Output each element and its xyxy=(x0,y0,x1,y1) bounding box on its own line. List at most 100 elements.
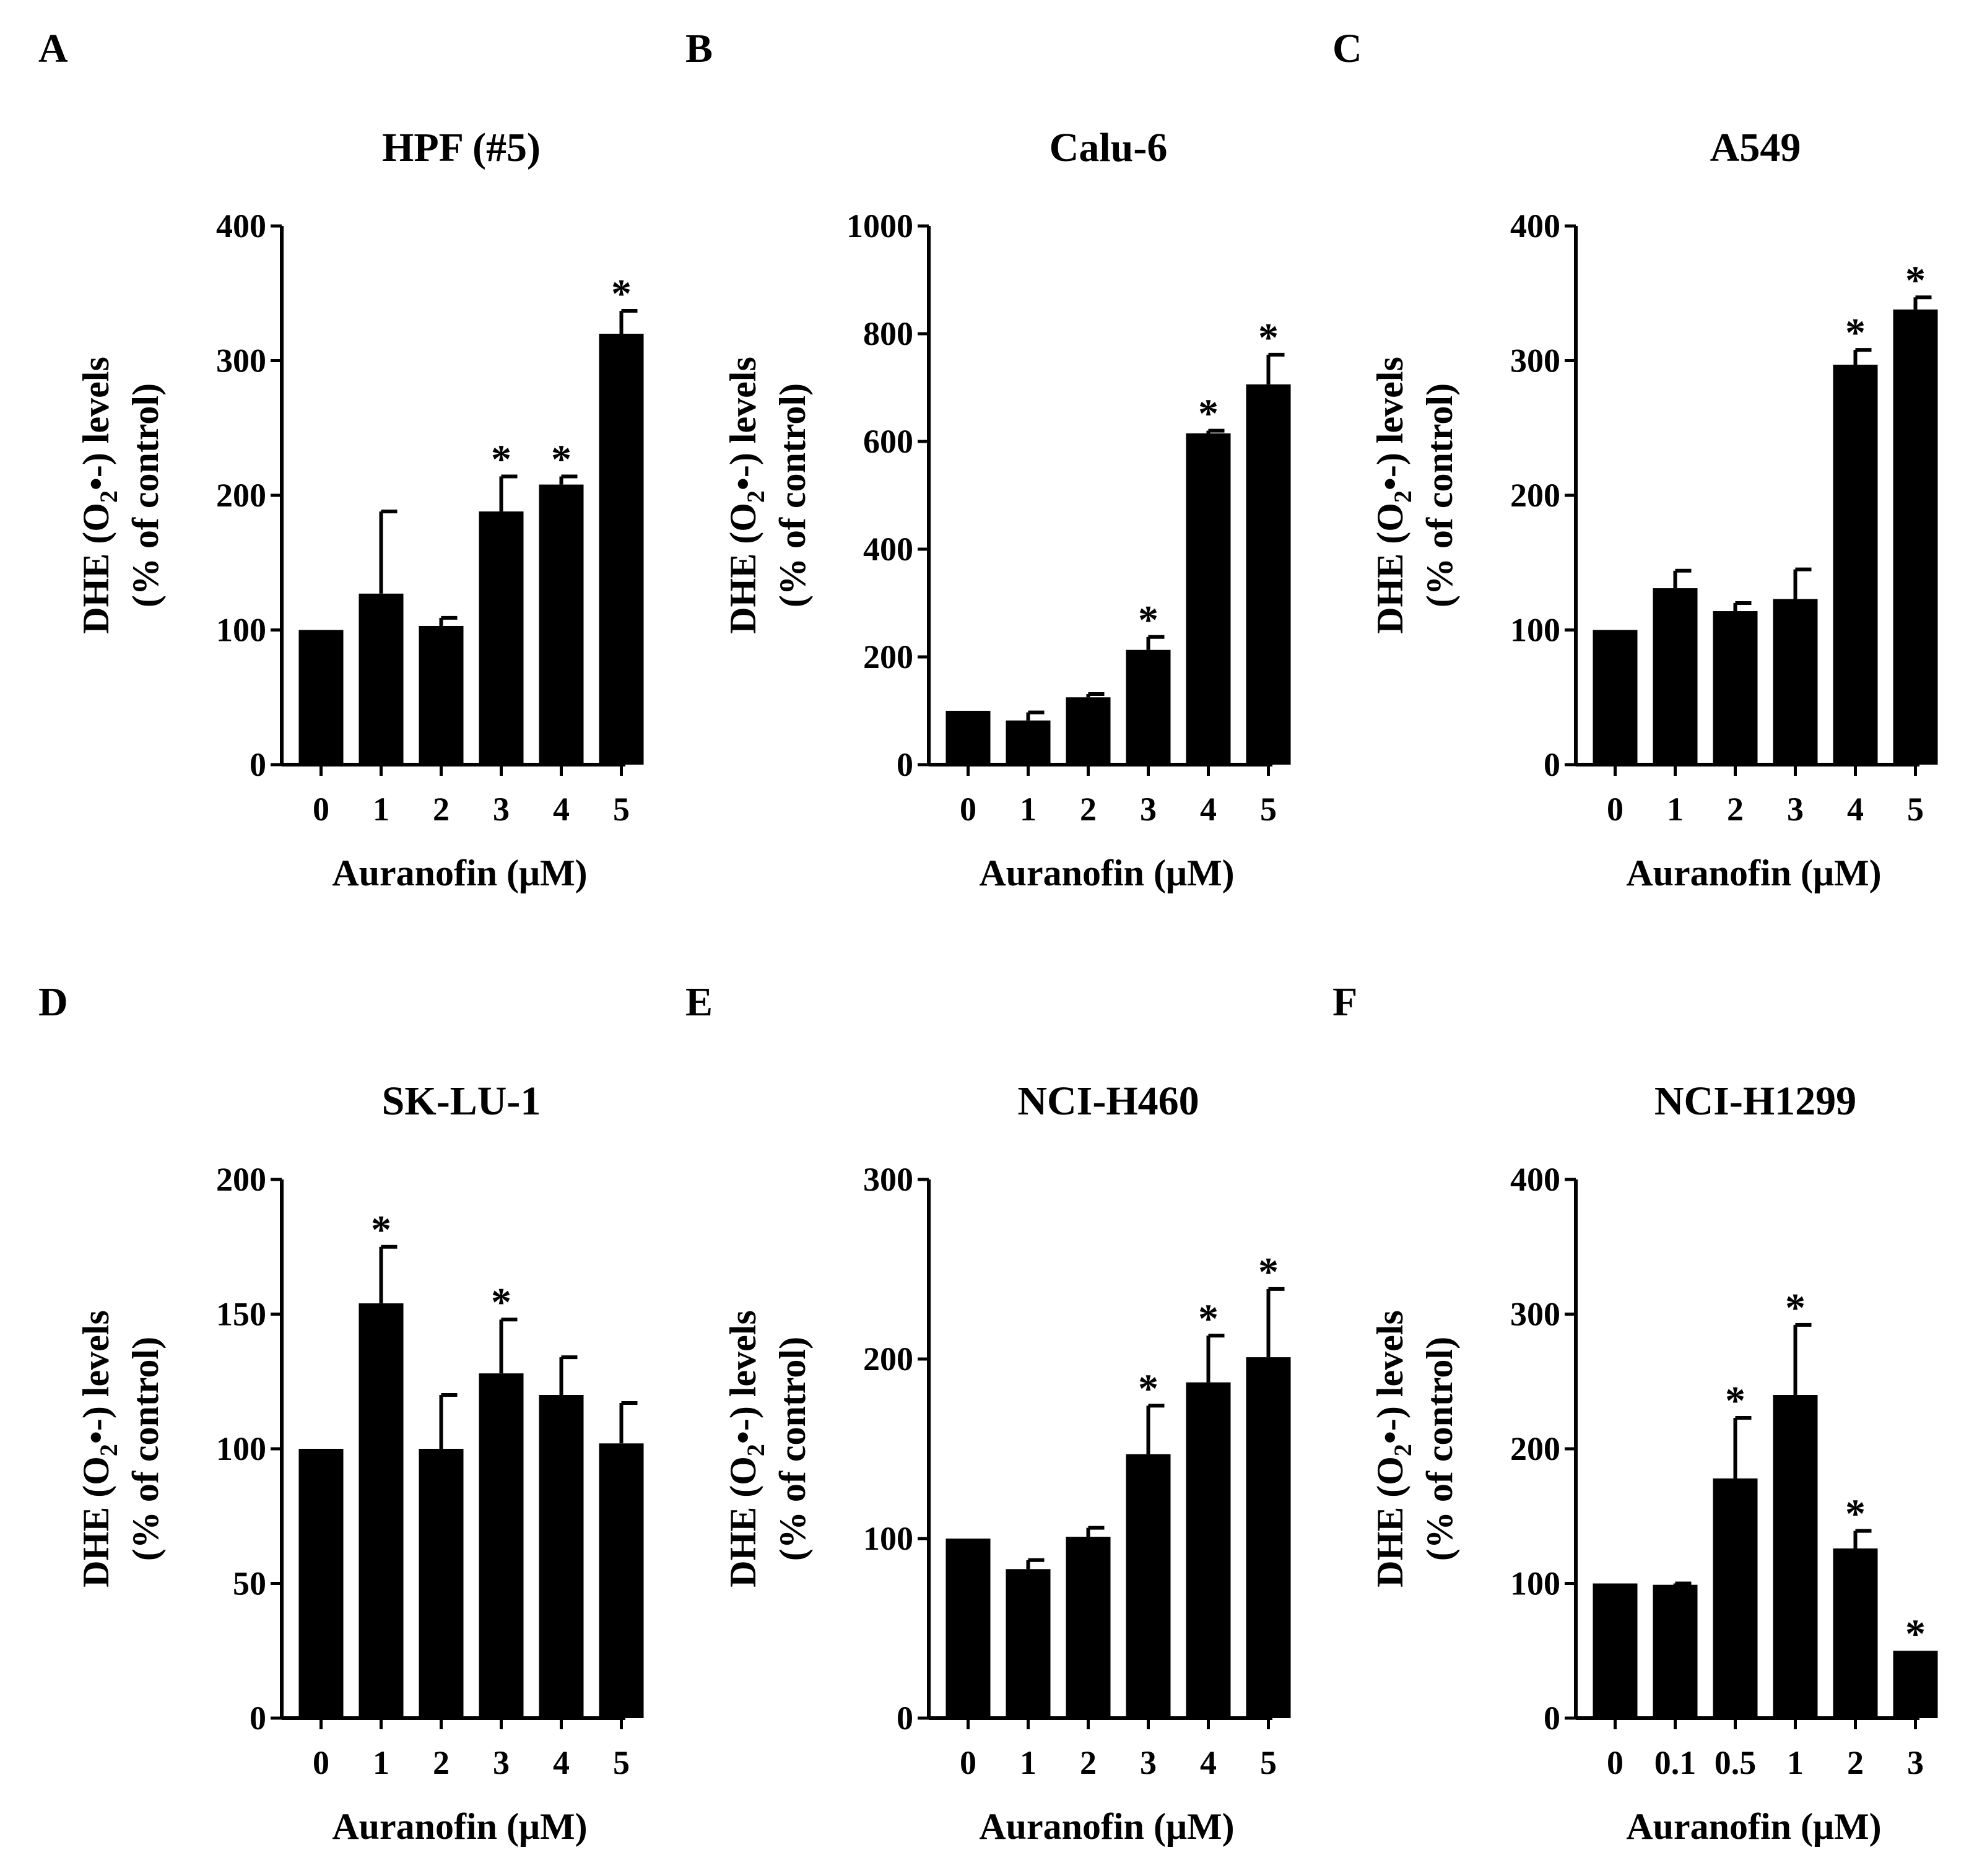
x-tick-label: 0 xyxy=(313,1744,329,1781)
significance-marker: * xyxy=(551,437,572,482)
x-tick-label: 5 xyxy=(613,791,630,828)
y-axis-label-line1: DHE (O2•-) levels xyxy=(723,357,770,634)
y-tick-label: 100 xyxy=(863,1520,913,1557)
y-axis-label-2: (% of control) xyxy=(125,383,166,607)
y-axis-label-line2: (% of control) xyxy=(1419,1337,1460,1561)
chart-title: NCI-H1299 xyxy=(1654,1079,1856,1124)
y-axis-label: DHE (O2•-) levels xyxy=(723,1310,770,1587)
y-tick-label: 300 xyxy=(1510,1296,1560,1333)
bar xyxy=(1833,365,1878,765)
y-axis-label-line1: DHE (O2•-) levels xyxy=(1370,357,1417,634)
panel-label: D xyxy=(38,979,68,1025)
y-tick-label: 100 xyxy=(1510,612,1560,649)
x-axis-label: Auranofin (μM) xyxy=(979,853,1234,893)
y-tick-label: 100 xyxy=(216,1430,266,1467)
x-tick-label: 1 xyxy=(1667,791,1684,828)
y-axis-label: DHE (O2•-) levels xyxy=(723,357,770,634)
chart-panel-e: E NCI-H460 0 100 200 300 0 1 2 * 3 * 4 * 5 Auranofin (μ… xyxy=(685,979,1291,1847)
y-axis-label-line2: (% of control) xyxy=(772,383,813,607)
y-tick-label: 100 xyxy=(216,612,266,649)
x-axis-label: Auranofin (μM) xyxy=(332,1806,587,1847)
y-tick-label: 800 xyxy=(863,315,913,352)
bar xyxy=(599,334,644,765)
chart-title: SK-LU-1 xyxy=(382,1079,541,1124)
bar xyxy=(1773,1395,1818,1718)
bar xyxy=(539,484,584,765)
y-axis-label: DHE (O2•-) levels xyxy=(1370,357,1417,634)
bar xyxy=(945,1539,991,1718)
significance-marker: * xyxy=(1905,1611,1926,1656)
bar xyxy=(1653,1584,1698,1718)
y-tick-label: 400 xyxy=(863,531,913,568)
y-tick-label: 200 xyxy=(1510,477,1560,514)
x-tick-label: 0 xyxy=(960,1744,976,1781)
x-tick-label: 4 xyxy=(1200,1744,1217,1781)
x-tick-label: 0.1 xyxy=(1654,1744,1697,1781)
y-axis-label-line1: DHE (O2•-) levels xyxy=(723,1310,770,1587)
bar xyxy=(479,511,524,765)
x-tick-label: 5 xyxy=(613,1744,630,1781)
bar xyxy=(1246,1357,1291,1718)
x-axis-label: Auranofin (μM) xyxy=(1626,853,1881,893)
y-tick-label: 0 xyxy=(1544,746,1560,783)
y-tick-label: 50 xyxy=(233,1565,266,1602)
chart-panel-b: B Calu-6 0 200 400 600 800 1000 0 1 2 * 3 * 4 * 5 Auranof… xyxy=(685,26,1291,893)
y-tick-label: 400 xyxy=(216,207,266,245)
significance-marker: * xyxy=(1138,1366,1158,1411)
chart-title: Calu-6 xyxy=(1050,125,1168,170)
bar xyxy=(599,1443,644,1718)
bar xyxy=(419,625,464,765)
bar xyxy=(1893,309,1938,765)
x-axis-label: Auranofin (μM) xyxy=(332,853,587,893)
significance-marker: * xyxy=(1258,315,1279,360)
bar xyxy=(1006,720,1051,765)
y-axis-label: DHE (O2•-) levels xyxy=(1370,1310,1417,1587)
panel-label: F xyxy=(1332,979,1357,1025)
x-tick-label: 1 xyxy=(1020,791,1037,828)
bar xyxy=(1593,630,1638,765)
bar xyxy=(298,630,344,765)
y-tick-label: 0 xyxy=(897,746,913,783)
x-tick-label: 5 xyxy=(1907,791,1924,828)
bar xyxy=(1653,588,1698,765)
y-axis-label-2: (% of control) xyxy=(1419,1337,1460,1561)
y-tick-label: 1000 xyxy=(846,207,913,245)
y-axis-label-line1: DHE (O2•-) levels xyxy=(76,357,123,634)
bar xyxy=(419,1449,464,1718)
significance-marker: * xyxy=(1725,1378,1745,1423)
y-tick-label: 300 xyxy=(1510,342,1560,380)
bar xyxy=(1773,599,1818,765)
x-tick-label: 2 xyxy=(1727,791,1744,828)
bar xyxy=(1893,1651,1938,1718)
chart-title: NCI-H460 xyxy=(1017,1079,1199,1124)
panel-label: A xyxy=(38,26,68,71)
significance-marker: * xyxy=(1785,1285,1806,1331)
y-axis-label-line2: (% of control) xyxy=(125,1337,166,1561)
x-tick-label: 0 xyxy=(960,791,976,828)
x-tick-label: 4 xyxy=(553,1744,570,1781)
x-tick-label: 3 xyxy=(1140,791,1157,828)
y-tick-label: 0 xyxy=(250,1700,266,1737)
chart-panel-d: D SK-LU-1 0 50 100 150 200 0 * 1 2 * 3 4 5 Auranofin (μ… xyxy=(38,979,644,1847)
chart-panel-f: F NCI-H1299 0 100 200 300 400 0 0.1 * 0.5 * 1 * 2 * 3 Aur… xyxy=(1332,979,1938,1847)
y-axis-label-2: (% of control) xyxy=(1419,383,1460,607)
x-tick-label: 2 xyxy=(1847,1744,1864,1781)
bar xyxy=(298,1449,344,1718)
bar xyxy=(1186,433,1231,765)
significance-marker: * xyxy=(491,1280,511,1325)
y-tick-label: 600 xyxy=(863,423,913,460)
x-tick-label: 2 xyxy=(1080,791,1097,828)
x-tick-label: 3 xyxy=(1907,1744,1924,1781)
significance-marker: * xyxy=(371,1207,391,1253)
significance-marker: * xyxy=(1198,1296,1219,1341)
bar xyxy=(1126,1454,1171,1718)
y-tick-label: 0 xyxy=(897,1700,913,1737)
y-axis-label-2: (% of control) xyxy=(772,383,813,607)
bar xyxy=(1713,611,1758,765)
x-tick-label: 3 xyxy=(1140,1744,1157,1781)
bar xyxy=(1713,1478,1758,1718)
bar xyxy=(1833,1548,1878,1718)
y-tick-label: 150 xyxy=(216,1296,266,1333)
x-tick-label: 0 xyxy=(1607,1744,1623,1781)
bar xyxy=(1593,1583,1638,1718)
